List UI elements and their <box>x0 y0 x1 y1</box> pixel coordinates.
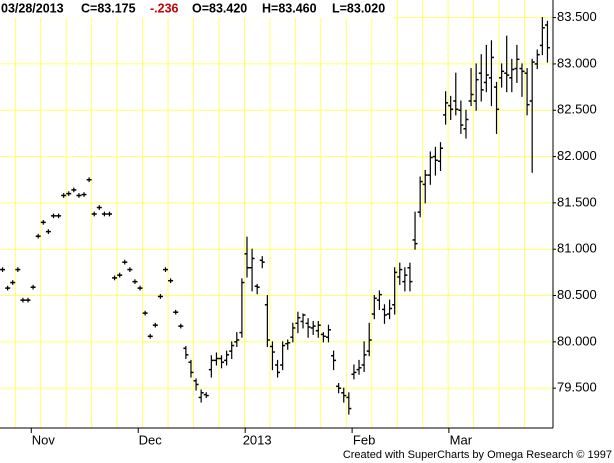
y-tick-label: 83.500 <box>557 9 597 24</box>
header-date: 03/28/2013 <box>1 1 64 15</box>
bars <box>0 17 550 415</box>
header-change: -.236 <box>150 1 179 15</box>
y-tick-label: 83.000 <box>557 55 597 70</box>
y-tick-label: 79.500 <box>557 380 597 395</box>
y-tick-label: 82.000 <box>557 148 597 163</box>
x-tick-label: 2013 <box>243 432 272 447</box>
x-tick-label: Nov <box>32 432 56 447</box>
y-tick-label: 81.000 <box>557 241 597 256</box>
x-tick-label: Feb <box>353 432 375 447</box>
x-tick-label: Mar <box>450 432 473 447</box>
x-tick-label: Dec <box>139 432 163 447</box>
y-tick-label: 80.500 <box>557 287 597 302</box>
header-high: H=83.460 <box>262 1 317 15</box>
header-low: L=83.020 <box>332 1 385 15</box>
header-close: C=83.175 <box>81 1 136 15</box>
header-background <box>0 0 394 18</box>
y-tick-label: 80.000 <box>557 333 597 348</box>
y-tick-label: 81.500 <box>557 194 597 209</box>
grid <box>0 0 553 428</box>
footer: Created with SuperCharts by Omega Resear… <box>343 449 612 461</box>
y-tick-label: 82.500 <box>557 102 597 117</box>
header-open: O=83.420 <box>192 1 247 15</box>
